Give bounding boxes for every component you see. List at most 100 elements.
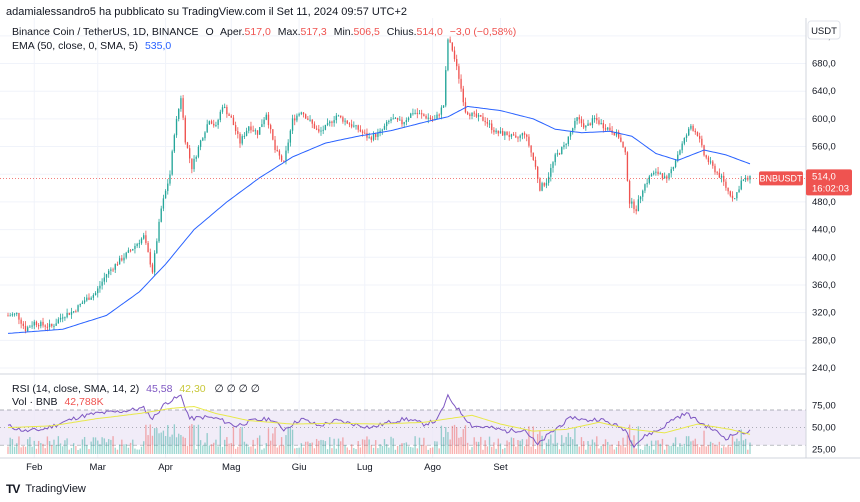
- volume-bar: [539, 430, 541, 454]
- candle-body: [405, 120, 408, 123]
- volume-bar: [42, 443, 44, 454]
- candle-body: [35, 321, 38, 326]
- volume-bar: [681, 446, 683, 454]
- volume-bar: [197, 424, 200, 454]
- candle-body: [499, 131, 502, 134]
- candle-body: [375, 134, 377, 137]
- volume-bar: [355, 449, 357, 454]
- volume-bar: [245, 443, 248, 454]
- rsi-ma-value: 42,30: [179, 383, 205, 395]
- candle-body: [125, 252, 127, 258]
- candle-body: [33, 321, 35, 326]
- volume-bar: [151, 435, 154, 454]
- volume-bar: [125, 444, 127, 454]
- volume-bar: [294, 448, 296, 454]
- volume-bar: [460, 436, 462, 454]
- candle-body: [309, 119, 311, 121]
- candle-body: [116, 264, 119, 266]
- candle-body: [241, 136, 243, 144]
- candle-body: [410, 113, 412, 118]
- volume-bar: [143, 441, 145, 454]
- volume-bar: [138, 449, 141, 454]
- candle-body: [344, 120, 346, 122]
- candle-body: [320, 130, 322, 132]
- candle-body: [37, 325, 40, 327]
- candle-body: [143, 235, 145, 239]
- candle-body: [164, 190, 167, 199]
- volume-bar: [663, 449, 666, 454]
- volume-bar: [591, 439, 594, 454]
- candle-body: [738, 189, 740, 193]
- candle-body: [145, 235, 147, 244]
- candle-body: [591, 118, 594, 126]
- candle-body: [493, 130, 495, 133]
- price-tick-label: 240,0: [812, 363, 836, 374]
- candle-body: [333, 120, 335, 123]
- candle-body: [694, 130, 696, 133]
- volume-bar: [123, 444, 125, 454]
- candle-body: [186, 142, 189, 149]
- volume-bar: [648, 445, 650, 454]
- volume-bar: [637, 426, 640, 454]
- volume-bar: [250, 446, 252, 454]
- candle-body: [727, 187, 729, 192]
- candle-body: [707, 157, 710, 162]
- volume-bar: [44, 448, 46, 454]
- volume-bar: [504, 447, 506, 454]
- candle-body: [550, 167, 552, 177]
- volume-bar: [287, 426, 289, 454]
- volume-bar: [624, 447, 626, 454]
- close-label: Chius.: [387, 26, 417, 38]
- low-value: 506,5: [354, 26, 380, 38]
- volume-bar: [368, 439, 370, 454]
- volume-bar: [162, 430, 165, 454]
- candle-body: [250, 126, 252, 131]
- volume-bar: [705, 446, 707, 454]
- rsi-axis[interactable]: 75,00 50,00 25,00: [812, 401, 836, 456]
- candle-body: [123, 257, 125, 261]
- volume-bar: [167, 425, 169, 454]
- currency-button[interactable]: USDT: [807, 20, 841, 40]
- time-tick-label: Feb: [26, 462, 42, 473]
- volume-bar: [304, 441, 307, 454]
- volume-bar: [86, 444, 88, 454]
- volume-bar: [361, 439, 364, 454]
- volume-bar: [217, 446, 219, 454]
- volume-bar: [379, 444, 381, 454]
- candle-body: [134, 245, 136, 249]
- candle-body: [635, 209, 637, 212]
- candle-body: [90, 297, 92, 300]
- volume-bar: [600, 445, 602, 454]
- candle-body: [213, 123, 215, 126]
- candle-body: [602, 122, 605, 129]
- volume-bar: [585, 449, 587, 454]
- brand-name: TradingView: [25, 483, 86, 495]
- candle-body: [633, 201, 635, 210]
- candle-body: [412, 113, 414, 115]
- candle-body: [401, 119, 403, 125]
- volume-bar: [243, 441, 246, 454]
- volume-bar: [403, 443, 405, 454]
- volume-bar: [33, 440, 35, 454]
- volume-bar: [269, 440, 272, 454]
- candles[interactable]: [7, 36, 751, 334]
- candle-body: [180, 98, 182, 109]
- candle-body: [460, 78, 462, 89]
- volume-bar: [534, 449, 537, 454]
- candle-body: [510, 134, 513, 137]
- volume-bar: [274, 427, 276, 454]
- volume-bar: [388, 447, 390, 454]
- volume-bar: [451, 425, 454, 454]
- volume-bar: [635, 448, 637, 454]
- candle-body: [585, 125, 587, 128]
- candle-body: [228, 114, 230, 116]
- volume-bar: [134, 448, 136, 454]
- volume-bar: [576, 444, 578, 454]
- candle-body: [539, 178, 541, 191]
- candle-body: [624, 147, 626, 153]
- volume-bar: [94, 437, 97, 454]
- candle-body: [561, 147, 563, 155]
- time-axis[interactable]: Feb Mar Apr Mag Giu Lug Ago Set: [26, 462, 508, 473]
- price-axis[interactable]: 720,0680,0640,0600,0560,0520,0480,0440,0…: [812, 31, 836, 374]
